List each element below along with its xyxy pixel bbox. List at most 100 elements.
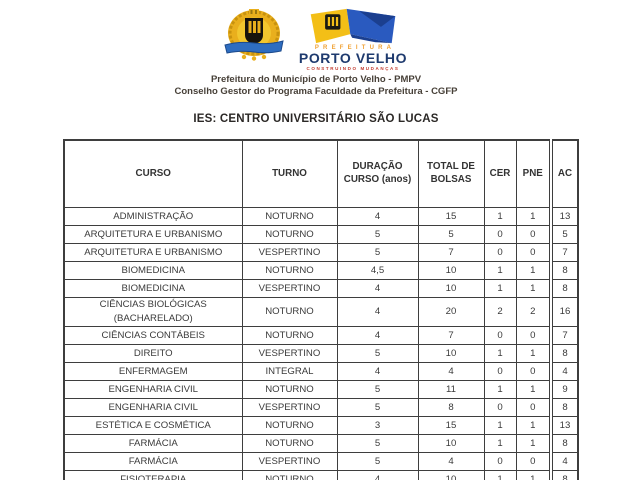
- ac-cell: 16: [549, 297, 579, 327]
- ac-cell: 13: [549, 416, 579, 435]
- pne-cell: 1: [515, 261, 552, 280]
- duration-cell: 5: [336, 243, 419, 262]
- course-cell: ARQUITETURA E URBANISMO: [63, 243, 243, 262]
- course-table-body: ADMINISTRAÇÃO NOTURNO 4 15 1 1 13 ARQUITETURA E…: [63, 207, 579, 480]
- course-cell: FARMÁCIA: [63, 452, 243, 471]
- cer-cell: 0: [483, 362, 517, 381]
- cer-cell: 0: [483, 326, 517, 345]
- table-row: DIREITO VESPERTINO 5 10 1 1 8: [63, 344, 579, 363]
- cer-cell: 1: [483, 380, 517, 399]
- prefeitura-logo: PREFEITURA PORTO VELHO CONSTRUINDO MUDAN…: [295, 8, 411, 71]
- courses-table: CURSO TURNO DURAÇÃO CURSO (anos) TOTAL D…: [63, 139, 579, 480]
- cer-cell: 1: [483, 261, 517, 280]
- table-header-row: CURSO TURNO DURAÇÃO CURSO (anos) TOTAL D…: [63, 139, 579, 208]
- header-logos: PREFEITURA PORTO VELHO CONSTRUINDO MUDAN…: [0, 0, 632, 71]
- total-scholarships-cell: 4: [417, 362, 485, 381]
- org-line-1: Prefeitura do Município de Porto Velho -…: [210, 74, 422, 85]
- table-row: CIÊNCIAS BIOLÓGICAS (BACHARELADO) NOTURNO…: [63, 297, 579, 327]
- duration-cell: 4,5: [336, 261, 419, 280]
- cer-cell: 2: [483, 297, 517, 327]
- table-row: ARQUITETURA E URBANISMO VESPERTINO 5 7 0 0 7: [63, 243, 579, 262]
- duration-cell: 4: [336, 326, 419, 345]
- ac-cell: 4: [549, 362, 579, 381]
- cer-cell: 1: [483, 279, 517, 298]
- wordmark-slogan: CONSTRUINDO MUDANÇAS: [306, 66, 400, 71]
- course-cell: BIOMEDICINA: [63, 279, 243, 298]
- col-header-ac: AC: [549, 139, 579, 208]
- shift-cell: NOTURNO: [241, 225, 338, 244]
- shift-cell: NOTURNO: [241, 297, 338, 327]
- table-container: CURSO TURNO DURAÇÃO CURSO (anos) TOTAL D…: [63, 139, 632, 480]
- shift-cell: INTEGRAL: [241, 362, 338, 381]
- duration-cell: 5: [336, 434, 419, 453]
- total-scholarships-cell: 4: [417, 452, 485, 471]
- cer-cell: 0: [483, 398, 517, 417]
- shift-cell: NOTURNO: [241, 207, 338, 226]
- wordmark-porto-velho: PORTO VELHO: [298, 50, 408, 66]
- shift-cell: VESPERTINO: [241, 452, 338, 471]
- ac-cell: 5: [549, 225, 579, 244]
- shift-cell: NOTURNO: [241, 380, 338, 399]
- pne-cell: 0: [515, 362, 552, 381]
- shift-cell: VESPERTINO: [241, 344, 338, 363]
- total-scholarships-cell: 11: [417, 380, 485, 399]
- table-row: FARMÁCIA VESPERTINO 5 4 0 0 4: [63, 452, 579, 471]
- pne-cell: 1: [515, 207, 552, 226]
- duration-cell: 5: [336, 225, 419, 244]
- total-scholarships-cell: 10: [417, 344, 485, 363]
- shift-cell: VESPERTINO: [241, 279, 338, 298]
- porto-velho-flag-icon: [310, 8, 396, 44]
- col-header-total: TOTAL DE BOLSAS: [417, 139, 485, 208]
- page-title: IES: CENTRO UNIVERSITÁRIO SÃO LUCAS: [193, 113, 439, 125]
- shift-cell: NOTURNO: [241, 261, 338, 280]
- course-cell: DIREITO: [63, 344, 243, 363]
- table-row: FISIOTERAPIA NOTURNO 4 10 1 1 8: [63, 470, 579, 480]
- shift-cell: VESPERTINO: [241, 243, 338, 262]
- ac-cell: 8: [549, 470, 579, 480]
- duration-cell: 5: [336, 344, 419, 363]
- ac-cell: 8: [549, 344, 579, 363]
- total-scholarships-cell: 15: [417, 207, 485, 226]
- course-cell: CIÊNCIAS CONTÁBEIS: [63, 326, 243, 345]
- pne-cell: 0: [515, 452, 552, 471]
- course-cell: FISIOTERAPIA: [63, 470, 243, 480]
- cer-cell: 1: [483, 434, 517, 453]
- duration-cell: 5: [336, 452, 419, 471]
- table-row: ENGENHARIA CIVIL VESPERTINO 5 8 0 0 8: [63, 398, 579, 417]
- wordmark-prefeitura: PREFEITURA: [314, 45, 396, 51]
- table-row: CIÊNCIAS CONTÁBEIS NOTURNO 4 7 0 0 7: [63, 326, 579, 345]
- cer-cell: 0: [483, 225, 517, 244]
- col-header-pne: PNE: [515, 139, 552, 208]
- course-cell: ARQUITETURA E URBANISMO: [63, 225, 243, 244]
- col-header-turno: TURNO: [241, 139, 338, 208]
- course-cell: ENGENHARIA CIVIL: [63, 380, 243, 399]
- table-row: ARQUITETURA E URBANISMO NOTURNO 5 5 0 0 5: [63, 225, 579, 244]
- ac-cell: 7: [549, 326, 579, 345]
- ac-cell: 7: [549, 243, 579, 262]
- table-row: FARMÁCIA NOTURNO 5 10 1 1 8: [63, 434, 579, 453]
- total-scholarships-cell: 10: [417, 279, 485, 298]
- ac-cell: 8: [549, 434, 579, 453]
- duration-cell: 4: [336, 470, 419, 480]
- duration-cell: 4: [336, 297, 419, 327]
- col-header-cer: CER: [483, 139, 517, 208]
- course-cell: ENFERMAGEM: [63, 362, 243, 381]
- course-cell: ADMINISTRAÇÃO: [63, 207, 243, 226]
- ac-cell: 9: [549, 380, 579, 399]
- shift-cell: NOTURNO: [241, 470, 338, 480]
- cer-cell: 1: [483, 207, 517, 226]
- duration-cell: 3: [336, 416, 419, 435]
- cer-cell: 0: [483, 243, 517, 262]
- pne-cell: 1: [515, 344, 552, 363]
- pne-cell: 0: [515, 243, 552, 262]
- pne-cell: 1: [515, 416, 552, 435]
- cer-cell: 1: [483, 470, 517, 480]
- col-header-duracao: DURAÇÃO CURSO (anos): [336, 139, 419, 208]
- cer-cell: 1: [483, 344, 517, 363]
- cer-cell: 0: [483, 452, 517, 471]
- pne-cell: 1: [515, 434, 552, 453]
- total-scholarships-cell: 10: [417, 470, 485, 480]
- total-scholarships-cell: 7: [417, 326, 485, 345]
- ac-cell: 4: [549, 452, 579, 471]
